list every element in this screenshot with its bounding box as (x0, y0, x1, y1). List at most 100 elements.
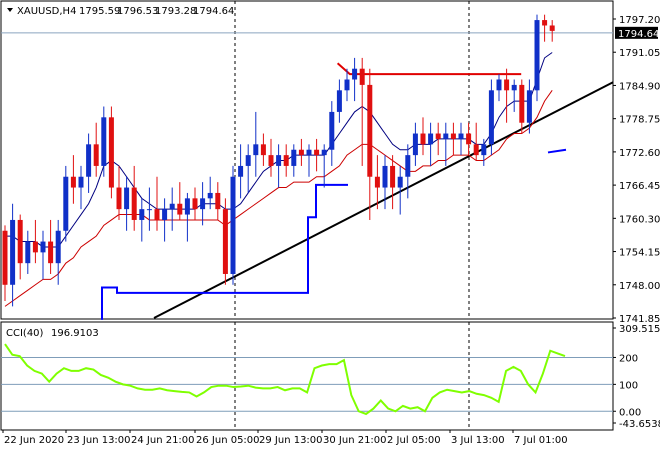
price-tick-label: 1772.60 (619, 148, 660, 159)
candles (2, 14, 555, 307)
candle-body (473, 144, 479, 156)
menu-triangle-icon[interactable] (7, 8, 13, 12)
candle-body (534, 20, 540, 91)
candle-body (2, 230, 8, 285)
ohlc-close: 1794.64 (193, 6, 234, 17)
resistance-line (336, 62, 522, 76)
price-tick-label: 1784.90 (619, 81, 660, 92)
cci-indicator (1, 343, 613, 416)
price-tick-label: 1797.20 (619, 15, 660, 26)
price-tick-label: 1766.45 (619, 181, 660, 192)
candle-body (40, 241, 46, 253)
candle-body (488, 90, 494, 145)
candle-body (352, 68, 358, 80)
candle-body (435, 133, 441, 139)
candle-body (32, 241, 38, 253)
candle-body (405, 155, 411, 177)
candle-body (321, 149, 327, 156)
candle-body (336, 90, 342, 112)
candle-body (162, 209, 168, 220)
candle-body (124, 187, 130, 210)
trendline (153, 81, 614, 319)
indicator-value: 196.9103 (51, 328, 99, 339)
ohlc-low: 1793.28 (155, 6, 196, 17)
symbol-label: XAUUSD,H4 (17, 6, 76, 17)
candle-body (344, 79, 350, 91)
blue-step-line-end (547, 148, 567, 154)
price-tick-label: 1741.85 (619, 314, 660, 325)
candle-body (549, 25, 555, 31)
candle-body (306, 149, 312, 156)
candle-body (200, 198, 206, 210)
candle-body (238, 165, 244, 177)
current-price-tag (615, 26, 658, 39)
price-tick-label: 1778.75 (619, 115, 660, 126)
time-tick-label: 3 Jul 13:00 (451, 435, 505, 446)
candle-body (169, 203, 175, 210)
candle-body (496, 79, 502, 91)
current-price-value: 1794.64 (618, 29, 659, 40)
candle-body (101, 117, 107, 166)
time-tick-label: 24 Jun 21:00 (131, 435, 195, 446)
candle-body (428, 133, 434, 145)
candle-body (443, 133, 449, 139)
candle-body (504, 79, 510, 91)
candle-body (420, 133, 426, 145)
candle-body (78, 176, 84, 188)
indicator-tick-label: 200 (619, 353, 638, 364)
indicator-axis: 309.5151 200 100 0.00-43.6538 (613, 324, 660, 430)
candle-body (154, 209, 160, 220)
candle-body (25, 241, 31, 264)
candle-body (260, 144, 266, 156)
candle-body (48, 241, 54, 264)
candle-body (283, 155, 289, 166)
time-axis: 22 Jun 2020 23 Jun 13:00 24 Jun 21:00 26 Ju… (2, 430, 568, 446)
indicator-tick-label: 309.5151 (619, 324, 660, 335)
candle-body (466, 133, 472, 145)
price-axis: 1797.20 1791.05 1784.90 1778.75 1772.60 1766.… (613, 15, 660, 325)
candle-body (268, 155, 274, 166)
candle-body (70, 176, 76, 188)
candle-body (86, 144, 92, 177)
candle-body (177, 203, 183, 215)
candle-body (207, 192, 213, 199)
candle-body (63, 176, 69, 231)
candle-body (139, 209, 145, 220)
candle-body (367, 84, 373, 177)
candle-body (55, 230, 61, 264)
candle-body (253, 144, 259, 156)
ohlc-open: 1795.59 (79, 6, 120, 17)
blue-step-line (101, 183, 348, 320)
candle-body (116, 187, 122, 210)
time-tick-label: 23 Jun 13:00 (67, 435, 131, 446)
time-tick-label: 30 Jun 21:00 (323, 435, 387, 446)
candle-body (230, 176, 236, 274)
time-tick-label: 2 Jul 05:00 (387, 435, 441, 446)
candle-body (542, 20, 548, 26)
indicator-tick-label: -43.6538 (619, 419, 660, 430)
time-tick-label: 7 Jul 01:00 (514, 435, 568, 446)
candle-body (184, 198, 190, 215)
candle-body (222, 209, 228, 274)
price-tick-label: 1760.30 (619, 214, 660, 225)
candle-body (374, 176, 380, 188)
candle-body (108, 117, 114, 188)
candle-body (329, 111, 335, 150)
candle-body (131, 187, 137, 220)
candle-body (519, 84, 525, 123)
candle-body (93, 144, 99, 166)
candle-body (10, 219, 16, 285)
candle-body (17, 219, 23, 264)
candle-body (359, 68, 365, 85)
indicator-tick-label: 100 (619, 380, 638, 391)
candle-body (481, 144, 487, 156)
candle-body (215, 192, 221, 210)
candle-body (291, 149, 297, 166)
time-tick-label: 29 Jun 13:00 (259, 435, 323, 446)
indicator-label: CCI(40) (6, 328, 44, 339)
ohlc-high: 1796.53 (117, 6, 158, 17)
price-tick-label: 1791.05 (619, 48, 660, 59)
price-tick-label: 1748.00 (619, 281, 660, 292)
candle-body (458, 133, 464, 139)
